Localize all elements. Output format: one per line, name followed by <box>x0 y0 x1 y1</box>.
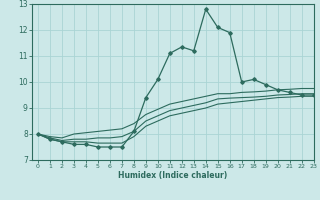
X-axis label: Humidex (Indice chaleur): Humidex (Indice chaleur) <box>118 171 228 180</box>
